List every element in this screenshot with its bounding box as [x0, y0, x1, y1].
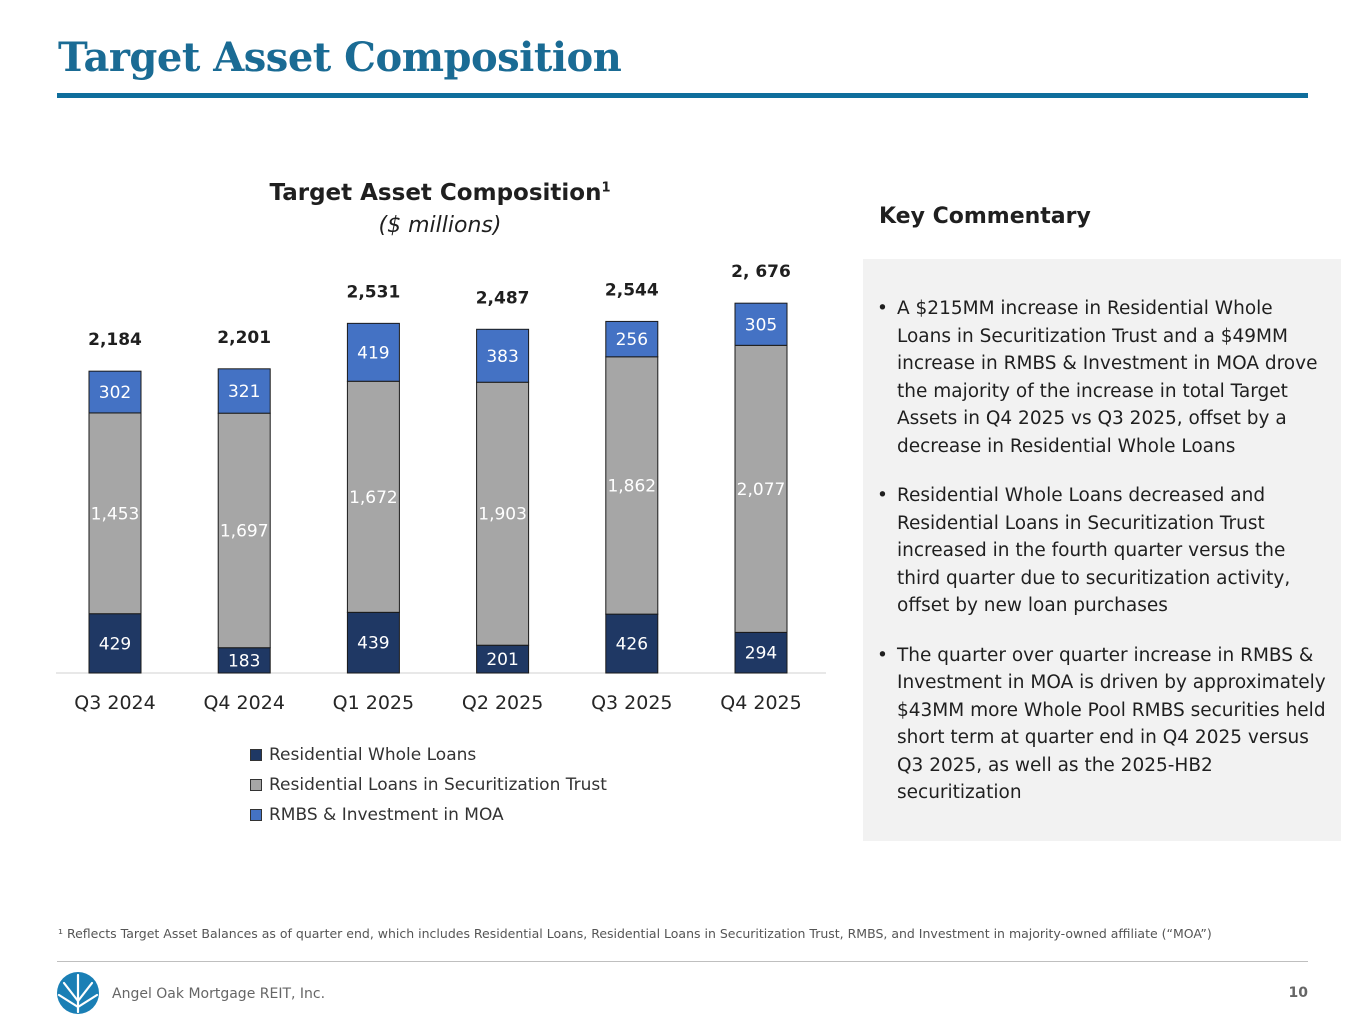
- bar-segment-3: [88, 370, 142, 414]
- chart-subtitle: ($ millions): [378, 213, 502, 238]
- bar-segment-1: [217, 647, 271, 674]
- data-label: 294: [745, 644, 777, 664]
- data-label: 302: [99, 383, 131, 403]
- legend-label: Residential Whole Loans: [269, 745, 477, 765]
- bar-segment-3: [605, 320, 659, 358]
- x-tick-label: Q3 2024: [74, 692, 155, 714]
- bar-segment-2: [734, 344, 788, 633]
- data-label: 1,453: [91, 504, 140, 524]
- bullet-text: A $215MM increase in Residential Whole L…: [897, 298, 1318, 457]
- total-label: 2,184: [88, 330, 142, 350]
- data-label: 183: [228, 651, 260, 671]
- angel-oak-logo-icon: [57, 972, 99, 1014]
- data-label: 305: [745, 315, 777, 335]
- data-label: 383: [486, 347, 518, 367]
- data-label: 1,903: [478, 505, 527, 525]
- commentary-bullet: • Residential Whole Loans decreased and R…: [873, 482, 1327, 620]
- total-label: 2,544: [605, 280, 659, 300]
- chart-title: Target Asset Composition1: [240, 180, 640, 206]
- bar-segment-3: [476, 328, 530, 383]
- company-name: Angel Oak Mortgage REIT, Inc.: [112, 986, 326, 1002]
- bar-segment-2: [88, 412, 142, 615]
- bar-segment-2: [346, 380, 400, 613]
- bar-segment-2: [605, 356, 659, 615]
- legend-item-securitization-trust: Residential Loans in Securitization Trus…: [250, 770, 607, 800]
- data-label: 201: [486, 650, 518, 670]
- data-label: 321: [228, 382, 260, 402]
- bullet-text: The quarter over quarter increase in RMB…: [897, 644, 1326, 804]
- title-divider: [57, 93, 1308, 98]
- total-label: 2,201: [217, 328, 271, 348]
- legend-label: Residential Loans in Securitization Trus…: [269, 775, 607, 795]
- data-label: 426: [616, 635, 648, 655]
- commentary-title: Key Commentary: [879, 204, 1091, 229]
- bullet-text: Residential Whole Loans decreased and Re…: [897, 485, 1291, 616]
- total-label: 2,531: [347, 282, 401, 302]
- bar-segment-2: [217, 412, 271, 649]
- bar-segment-3: [734, 302, 788, 346]
- data-label: 1,672: [349, 488, 398, 508]
- x-tick-label: Q2 2025: [462, 692, 543, 714]
- x-tick-label: Q4 2024: [203, 692, 284, 714]
- data-label: 439: [357, 634, 389, 654]
- total-label: 2, 676: [731, 262, 791, 282]
- footer-divider: [57, 961, 1308, 962]
- data-label: 1,697: [220, 521, 269, 541]
- x-tick-label: Q1 2025: [333, 692, 414, 714]
- bar-segment-3: [217, 368, 271, 414]
- data-label: 2,077: [737, 480, 786, 500]
- commentary-bullets: • A $215MM increase in Residential Whole …: [863, 259, 1341, 807]
- chart-legend: Residential Whole Loans Residential Loan…: [250, 740, 607, 830]
- bar-segment-1: [734, 631, 788, 674]
- total-label: 2,487: [476, 288, 530, 308]
- data-label: 429: [99, 634, 131, 654]
- bullet-dot: •: [877, 644, 888, 666]
- legend-swatch-securitization-trust: [250, 779, 262, 791]
- data-label: 419: [357, 343, 389, 363]
- data-label: 1,862: [607, 476, 656, 496]
- x-tick-label: Q3 2025: [591, 692, 672, 714]
- chart-title-text: Target Asset Composition: [269, 180, 602, 206]
- chart-title-footnote-marker: 1: [601, 180, 611, 196]
- bar-segment-1: [88, 613, 142, 674]
- bar-segment-1: [346, 611, 400, 674]
- footnote: ¹ Reflects Target Asset Balances as of q…: [58, 926, 1212, 941]
- page-number: 10: [1288, 985, 1308, 1001]
- bar-segment-1: [476, 644, 530, 674]
- stacked-bar-chart: 429 1,453 302 2,184 Q3 2024 183 1,697 321 2,201 Q…: [56, 262, 826, 714]
- legend-label: RMBS & Investment in MOA: [269, 805, 504, 825]
- legend-item-residential-whole-loans: Residential Whole Loans: [250, 740, 607, 770]
- legend-swatch-rmbs-moa: [250, 809, 262, 821]
- commentary-panel: • A $215MM increase in Residential Whole …: [863, 259, 1341, 841]
- bar-segment-2: [476, 381, 530, 646]
- bullet-dot: •: [877, 298, 888, 319]
- data-label: 256: [616, 330, 648, 350]
- bar-segment-3: [346, 322, 400, 382]
- legend-swatch-residential-whole-loans: [250, 749, 262, 761]
- bullet-dot: •: [877, 485, 888, 506]
- commentary-bullet: • The quarter over quarter increase in RM…: [873, 642, 1327, 807]
- commentary-bullet: • A $215MM increase in Residential Whole …: [873, 295, 1327, 460]
- legend-item-rmbs-moa: RMBS & Investment in MOA: [250, 800, 607, 830]
- page-title: Target Asset Composition: [58, 34, 622, 81]
- bar-segment-1: [605, 613, 659, 674]
- x-tick-label: Q4 2025: [720, 692, 801, 714]
